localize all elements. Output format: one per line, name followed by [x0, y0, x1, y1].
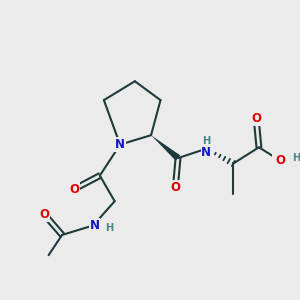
Text: O: O [170, 181, 180, 194]
Text: O: O [275, 154, 286, 167]
Text: N: N [115, 138, 125, 151]
Text: H: H [292, 153, 300, 163]
Text: O: O [251, 112, 261, 125]
Text: H: H [105, 223, 113, 233]
Text: N: N [89, 219, 99, 232]
Text: N: N [201, 146, 211, 159]
Text: O: O [69, 183, 79, 196]
Text: H: H [202, 136, 211, 146]
Text: O: O [40, 208, 50, 221]
Polygon shape [151, 135, 180, 161]
